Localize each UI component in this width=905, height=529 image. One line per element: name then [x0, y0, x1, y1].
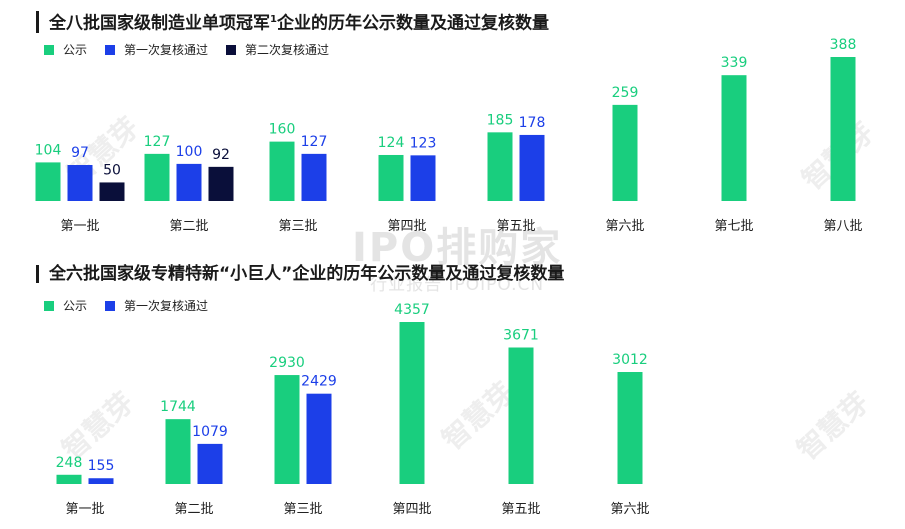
data-label: 1744	[160, 399, 196, 415]
bar-1-7-s1	[721, 75, 747, 201]
data-label: 160	[269, 122, 296, 138]
data-label: 2429	[301, 374, 337, 390]
legend-swatch-s1	[44, 44, 54, 55]
bar-2-1-s1	[56, 474, 82, 484]
data-label: 127	[301, 134, 328, 150]
category-label: 第五批	[501, 502, 540, 517]
bar-1-6-s1	[612, 104, 638, 201]
data-label: 1079	[192, 424, 228, 440]
bar-2-2-s2	[197, 443, 223, 484]
bar-1-3-s2	[301, 153, 327, 201]
chart2-title: 全六批国家级专精特新“小巨人”企业的历年公示数量及通过复核数量	[36, 265, 564, 283]
legend-item-s1: 公示	[44, 41, 87, 58]
data-label: 3012	[612, 352, 648, 368]
category-label: 第四批	[392, 502, 431, 517]
legend-item-s2: 第一次复核通过	[105, 41, 208, 58]
chart2-legend: 公示 第一次复核通过	[44, 297, 226, 314]
data-label: 388	[830, 37, 857, 53]
legend-label-s2: 第一次复核通过	[124, 299, 209, 313]
data-label: 3671	[503, 328, 539, 344]
bar-2-3-s2	[306, 393, 332, 484]
legend-item-s2: 第一次复核通过	[105, 297, 208, 314]
legend-label-s1: 公示	[63, 299, 88, 313]
chart1-title-footnote: 1	[270, 14, 277, 25]
bar-1-5-s2	[519, 134, 545, 201]
data-label: 100	[176, 144, 203, 160]
data-label: 124	[378, 135, 405, 151]
data-label: 178	[519, 115, 546, 131]
bar-2-4-s1	[399, 322, 425, 484]
bar-1-1-s2	[67, 165, 93, 201]
bar-1-3-s1	[269, 141, 295, 201]
bar-1-2-s2	[176, 163, 202, 201]
data-label: 104	[35, 142, 62, 158]
data-label: 339	[721, 55, 748, 71]
data-label: 97	[71, 145, 89, 161]
legend-label-s3: 第二次复核通过	[245, 43, 330, 57]
data-label: 185	[487, 112, 514, 128]
data-label: 4357	[394, 302, 430, 318]
legend-item-s3: 第二次复核通过	[226, 41, 329, 58]
category-label: 第五批	[496, 219, 535, 234]
bar-1-5-s1	[487, 132, 513, 201]
category-label: 第三批	[278, 219, 317, 234]
data-label: 155	[88, 458, 115, 474]
category-label: 第二批	[174, 502, 213, 517]
data-label: 2930	[269, 355, 305, 371]
legend-item-s1: 公示	[44, 297, 87, 314]
data-label: 123	[410, 135, 437, 151]
data-label: 92	[212, 147, 230, 163]
bar-1-4-s1	[378, 154, 404, 201]
legend-label-s2: 第一次复核通过	[124, 43, 209, 57]
category-label: 第二批	[169, 219, 208, 234]
category-label: 第四批	[387, 219, 426, 234]
bar-1-8-s1	[830, 57, 856, 201]
chart1-title: 全八批国家级制造业单项冠军1企业的历年公示数量及通过复核数量	[36, 11, 549, 33]
category-label: 第六批	[610, 502, 649, 517]
bar-2-5-s1	[508, 347, 534, 484]
bar-2-6-s1	[617, 372, 643, 484]
bar-1-2-s3	[208, 166, 234, 201]
bar-1-1-s3	[99, 182, 125, 201]
bar-2-3-s1	[274, 375, 300, 484]
bar-2-2-s1	[165, 419, 191, 484]
legend-swatch-s3	[226, 44, 237, 55]
category-label: 第七批	[714, 219, 753, 234]
bar-1-2-s1	[144, 153, 170, 201]
category-label: 第三批	[283, 502, 322, 517]
data-label: 50	[103, 162, 121, 178]
legend-label-s1: 公示	[63, 43, 88, 57]
bar-1-1-s1	[35, 162, 61, 201]
chart1-legend: 公示 第一次复核通过 第二次复核通过	[44, 41, 347, 58]
data-label: 127	[144, 134, 171, 150]
chart1-title-main: 全八批国家级制造业单项冠军	[49, 13, 270, 34]
legend-swatch-s2	[105, 44, 116, 55]
legend-swatch-s1	[44, 300, 54, 311]
category-label: 第八批	[823, 219, 862, 234]
category-label: 第一批	[60, 219, 99, 234]
data-label: 259	[612, 85, 639, 101]
chart1-title-rest: 企业的历年公示数量及通过复核数量	[276, 13, 549, 34]
category-label: 第一批	[65, 502, 104, 517]
legend-swatch-s2	[105, 300, 116, 311]
data-label: 248	[56, 455, 83, 471]
bar-1-4-s2	[410, 155, 436, 201]
bar-2-1-s2	[88, 478, 114, 484]
category-label: 第六批	[605, 219, 644, 234]
